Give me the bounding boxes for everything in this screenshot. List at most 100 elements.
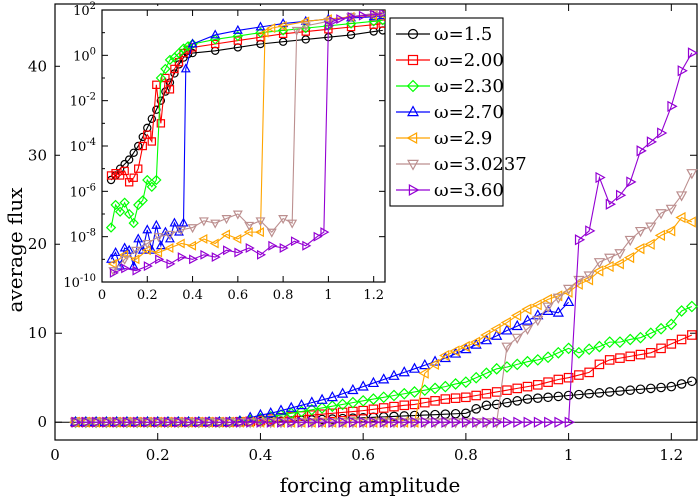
inset-series-line — [113, 12, 383, 274]
data-point — [459, 376, 472, 389]
inset-data-point — [164, 230, 175, 240]
data-point — [625, 351, 636, 362]
data-point — [388, 369, 400, 380]
x-tick-label: 1 — [564, 446, 574, 464]
data-point — [265, 407, 277, 418]
data-point — [461, 416, 473, 428]
data-point — [655, 322, 667, 335]
data-point — [480, 329, 491, 341]
data-point — [614, 249, 626, 260]
inset-data-point — [138, 141, 147, 151]
data-point — [215, 416, 226, 428]
data-point — [522, 394, 533, 404]
data-point — [449, 378, 462, 390]
data-point — [307, 416, 319, 428]
inset-data-point — [259, 27, 269, 38]
data-point — [450, 393, 461, 403]
data-point — [441, 416, 452, 428]
data-point — [492, 416, 503, 428]
inset-data-point — [164, 233, 175, 243]
data-point — [626, 176, 637, 188]
data-point — [541, 293, 553, 306]
inset-data-point — [320, 227, 330, 238]
inset-data-point — [114, 206, 126, 217]
inset-data-point — [301, 35, 310, 44]
data-point — [420, 416, 432, 428]
inset-data-point — [175, 238, 185, 249]
inset-data-point — [115, 171, 125, 180]
inset-data-point — [120, 166, 129, 176]
inset-data-point — [210, 29, 221, 39]
inset-data-point — [378, 19, 385, 28]
data-point — [459, 340, 470, 353]
inset-data-point — [300, 22, 311, 32]
data-point — [603, 260, 614, 273]
data-point — [665, 225, 676, 237]
data-point — [584, 367, 594, 378]
data-point — [583, 343, 596, 356]
inset-data-point — [245, 243, 255, 253]
data-point — [675, 305, 688, 317]
data-point — [635, 384, 646, 395]
inset-data-point — [110, 199, 121, 211]
inset-data-point — [210, 219, 221, 229]
data-point — [687, 376, 697, 387]
inset-data-point — [141, 245, 151, 256]
inset-data-point — [174, 57, 184, 67]
inset-data-point — [106, 171, 116, 180]
inset-series-4 — [107, 10, 385, 269]
data-point — [543, 392, 553, 403]
data-point — [143, 416, 154, 428]
data-point — [491, 399, 502, 410]
inset-data-point — [124, 178, 134, 187]
inset-data-point — [232, 210, 243, 220]
inset-data-point — [107, 258, 117, 269]
data-point — [521, 324, 534, 336]
inset-data-point — [160, 63, 171, 75]
data-point — [451, 416, 462, 428]
data-point — [511, 333, 523, 344]
data-point — [512, 383, 523, 394]
data-point — [521, 314, 534, 325]
inset-data-point — [165, 85, 175, 94]
inset-data-point — [255, 21, 266, 31]
inset-data-point — [143, 130, 152, 139]
inset-data-point — [110, 246, 121, 257]
data-point — [277, 416, 288, 428]
data-point — [501, 342, 513, 353]
data-point — [297, 416, 308, 428]
inset-data-point — [129, 173, 138, 182]
data-point — [490, 362, 503, 375]
data-point — [469, 336, 481, 348]
data-point — [316, 402, 328, 414]
inset-data-point — [142, 239, 153, 250]
data-point — [624, 235, 636, 247]
data-point — [657, 127, 668, 139]
x-tick-label: 0.6 — [351, 446, 375, 464]
data-point — [656, 343, 666, 354]
data-point — [122, 416, 134, 428]
legend-label: ω=1.5 — [434, 24, 492, 45]
data-point — [328, 416, 339, 428]
data-point — [542, 351, 554, 364]
main-series-6 — [71, 47, 699, 428]
inset-data-point — [119, 255, 130, 265]
data-point — [521, 355, 534, 368]
x-tick-label: 0.4 — [249, 446, 273, 464]
data-point — [645, 348, 656, 358]
data-point — [636, 145, 647, 157]
legend-label: ω=2.9 — [434, 128, 492, 149]
data-point — [377, 391, 390, 404]
data-point — [481, 388, 492, 399]
data-point — [472, 416, 483, 428]
x-tick-label: 0 — [50, 446, 60, 464]
legend-item: ω=1.5 — [396, 24, 492, 45]
data-point — [553, 374, 564, 385]
inset-data-point — [182, 41, 194, 52]
y-tick-label: 10 — [28, 324, 47, 342]
data-point — [542, 302, 554, 313]
data-point — [378, 403, 389, 413]
data-point — [501, 361, 513, 373]
inset-data-point — [223, 245, 233, 256]
